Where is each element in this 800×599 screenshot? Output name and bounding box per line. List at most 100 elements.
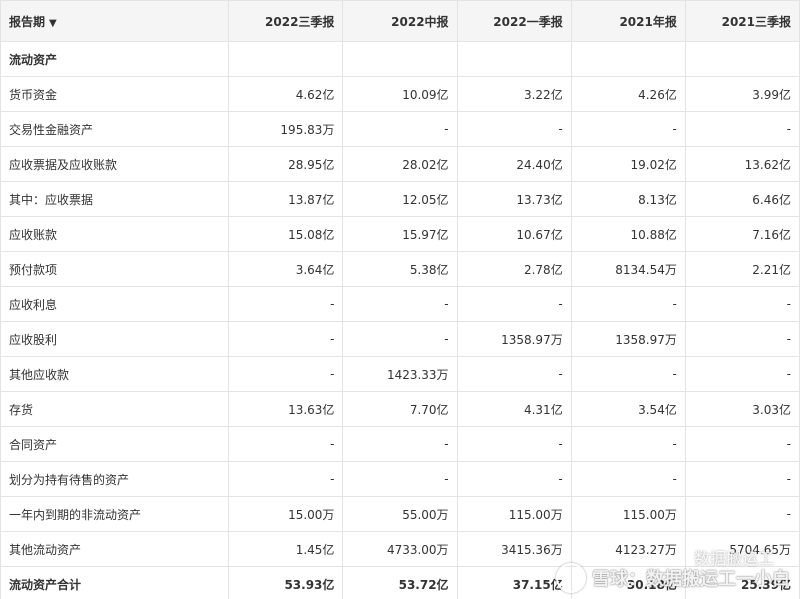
table-cell: 13.87亿 (228, 181, 344, 217)
table-row: 合同资产 - - - - - (0, 426, 800, 462)
table-cell: 4.62亿 (228, 76, 344, 112)
row-label: 其他应收款 (0, 356, 230, 392)
table-cell: 10.09亿 (342, 76, 458, 112)
row-label: 交易性金融资产 (0, 111, 230, 147)
table-cell: - (684, 426, 800, 462)
table-cell: 37.15亿 (456, 566, 572, 599)
table-cell: - (228, 321, 344, 357)
table-cell: 5704.65万 (684, 531, 800, 567)
table-cell: 28.02亿 (342, 146, 458, 182)
table-cell (684, 41, 800, 77)
table-header-row: 报告期 ▼ 2022三季报 2022中报 2022一季报 2021年报 2021三… (0, 0, 800, 42)
table-body: 流动资产 货币资金 4.62亿 10.09亿 3.22亿 4.26亿 3.99亿 交易性金融资… (0, 41, 800, 599)
table-cell: 8134.54万 (570, 251, 686, 287)
row-label: 流动资产 (0, 41, 230, 77)
table-cell: 25.39亿 (684, 566, 800, 599)
table-cell: - (684, 321, 800, 357)
column-header: 2022中报 (342, 0, 458, 42)
table-cell: - (570, 461, 686, 497)
table-cell: 13.63亿 (228, 391, 344, 427)
row-label: 其中：应收票据 (0, 181, 230, 217)
table-row: 其他应收款 -1423.33万 - - - (0, 356, 800, 392)
table-cell: - (456, 286, 572, 322)
table-cell: 7.16亿 (684, 216, 800, 252)
column-header: 2021三季报 (684, 0, 800, 42)
row-label: 流动资产合计 (0, 566, 230, 599)
table-cell: - (342, 321, 458, 357)
table-cell: - (570, 111, 686, 147)
table-cell: - (456, 426, 572, 462)
table-row: 流动资产 (0, 41, 800, 77)
chevron-down-icon: ▼ (49, 17, 57, 29)
table-cell: 7.70亿 (342, 391, 458, 427)
period-selector[interactable]: 报告期 ▼ (0, 0, 230, 42)
table-cell: 3.99亿 (684, 76, 800, 112)
table-cell: 1.45亿 (228, 531, 344, 567)
table-cell: 195.83万 (228, 111, 344, 147)
table-cell: 5.38亿 (342, 251, 458, 287)
row-label: 一年内到期的非流动资产 (0, 496, 230, 532)
table-row: 一年内到期的非流动资产 15.00万 55.00万 115.00万 115.00万 - (0, 496, 800, 532)
table-cell (228, 41, 344, 77)
table-cell: - (570, 286, 686, 322)
table-row: 应收股利 - -1358.97万 1358.97万 - (0, 321, 800, 357)
table-row: 预付款项 3.64亿 5.38亿 2.78亿 8134.54万 2.21亿 (0, 251, 800, 287)
table-cell: 13.62亿 (684, 146, 800, 182)
table-cell: 3415.36万 (456, 531, 572, 567)
table-row: 交易性金融资产 195.83万 - - - - (0, 111, 800, 147)
row-label: 应收票据及应收账款 (0, 146, 230, 182)
table-cell: - (684, 461, 800, 497)
table-row: 其他流动资产 1.45亿 4733.00万 3415.36万 4123.27万 5704.… (0, 531, 800, 567)
table-cell: - (684, 496, 800, 532)
table-cell: 15.08亿 (228, 216, 344, 252)
table-cell: - (342, 426, 458, 462)
table-cell: 1358.97万 (456, 321, 572, 357)
period-selector-label: 报告期 (9, 14, 46, 29)
table-cell: 115.00万 (456, 496, 572, 532)
table-cell (570, 41, 686, 77)
row-label: 存货 (0, 391, 230, 427)
table-cell: 6.46亿 (684, 181, 800, 217)
column-header: 2022三季报 (228, 0, 344, 42)
table-cell: 2.21亿 (684, 251, 800, 287)
table-row: 应收账款 15.08亿 15.97亿 10.67亿 10.88亿 7.16亿 (0, 216, 800, 252)
table-cell: - (342, 286, 458, 322)
row-label: 应收账款 (0, 216, 230, 252)
table-cell: 8.13亿 (570, 181, 686, 217)
table-cell: - (228, 426, 344, 462)
table-cell (342, 41, 458, 77)
table-cell: 3.54亿 (570, 391, 686, 427)
table-cell: - (684, 286, 800, 322)
table-cell: 30.18亿 (570, 566, 686, 599)
table-cell: 10.67亿 (456, 216, 572, 252)
table-cell: 3.03亿 (684, 391, 800, 427)
table-cell: 4.26亿 (570, 76, 686, 112)
table-cell: 3.22亿 (456, 76, 572, 112)
table-cell: - (456, 111, 572, 147)
table-cell: - (228, 461, 344, 497)
table-cell: - (342, 111, 458, 147)
table-cell: - (228, 286, 344, 322)
table-row: 货币资金 4.62亿 10.09亿 3.22亿 4.26亿 3.99亿 (0, 76, 800, 112)
table-cell: - (228, 356, 344, 392)
table-row: 应收票据及应收账款 28.95亿 28.02亿 24.40亿 19.02亿 13.62亿 (0, 146, 800, 182)
table-cell (456, 41, 572, 77)
table-cell: 15.97亿 (342, 216, 458, 252)
table-cell: - (684, 111, 800, 147)
row-label: 货币资金 (0, 76, 230, 112)
table-cell: 13.73亿 (456, 181, 572, 217)
table-cell: 1423.33万 (342, 356, 458, 392)
table-cell: - (456, 461, 572, 497)
column-header: 2021年报 (570, 0, 686, 42)
table-cell: 24.40亿 (456, 146, 572, 182)
table-cell: - (342, 461, 458, 497)
table-row: 其中：应收票据 13.87亿 12.05亿 13.73亿 8.13亿 6.46亿 (0, 181, 800, 217)
table-cell: 2.78亿 (456, 251, 572, 287)
table-cell: 115.00万 (570, 496, 686, 532)
table-cell: 55.00万 (342, 496, 458, 532)
table-cell: 53.93亿 (228, 566, 344, 599)
row-label: 预付款项 (0, 251, 230, 287)
table-cell: 10.88亿 (570, 216, 686, 252)
